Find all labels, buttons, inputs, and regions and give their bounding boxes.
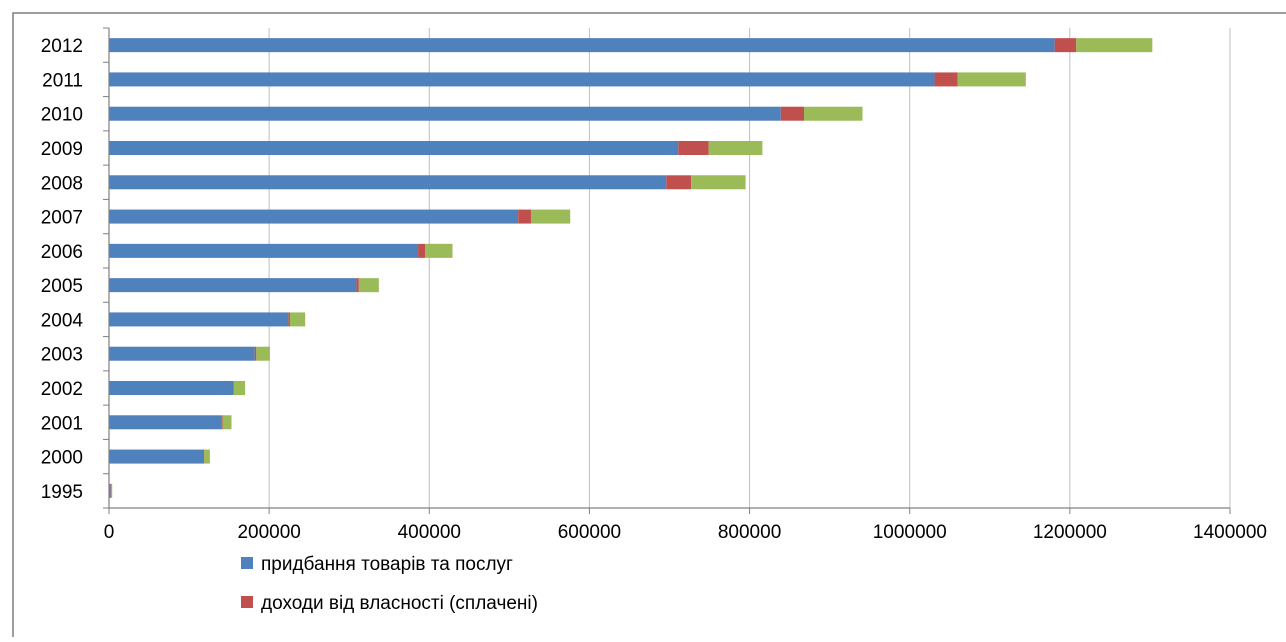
y-tick-label-2001: 2001 — [41, 413, 83, 434]
y-tick-label-2009: 2009 — [41, 139, 83, 160]
bar-segment-2007-s3 — [531, 210, 570, 224]
bar-segment-2003-s3 — [256, 347, 270, 361]
bar-segment-2005-s3 — [359, 278, 379, 292]
bar-segment-2009-s2 — [678, 141, 708, 155]
legend-swatch-2 — [241, 596, 253, 608]
y-tick-label-2006: 2006 — [41, 242, 83, 263]
bar-segment-2011-s2 — [935, 72, 958, 86]
bar-segment-2001-s3 — [223, 415, 232, 429]
x-tick-label: 1000000 — [873, 522, 947, 543]
bar-segment-2000-s1 — [109, 450, 203, 464]
x-tick-label: 400000 — [398, 522, 461, 543]
bar-segment-2001-s1 — [109, 415, 222, 429]
legend-label-1: придбання товарів та послуг — [261, 554, 513, 575]
y-tick-label-2002: 2002 — [41, 379, 83, 400]
bar-segment-2010-s2 — [781, 107, 804, 121]
bar-segment-2005-s2 — [356, 278, 358, 292]
x-tick-label: 200000 — [237, 522, 300, 543]
bar-segment-2009-s3 — [709, 141, 763, 155]
y-tick-label-2010: 2010 — [41, 105, 83, 126]
bar-segment-2000-s2 — [203, 450, 204, 464]
bar-segment-2003-s2 — [255, 347, 257, 361]
bar-segment-2005-s1 — [109, 278, 356, 292]
y-tick-label-2011: 2011 — [42, 70, 83, 91]
bar-segment-2004-s1 — [109, 312, 288, 326]
y-tick-label-2007: 2007 — [41, 208, 83, 229]
bar-segment-2006-s1 — [109, 244, 418, 258]
bar-segment-2008-s2 — [666, 175, 691, 189]
x-tick-label: 0 — [104, 522, 115, 543]
bar-segment-2008-s1 — [109, 175, 666, 189]
x-tick-label: 1200000 — [1033, 522, 1107, 543]
x-tick-label: 800000 — [718, 522, 781, 543]
bar-segment-2004-s3 — [290, 312, 305, 326]
y-tick-label-1995: 1995 — [41, 482, 83, 503]
bar-segment-2000-s3 — [204, 450, 210, 464]
bar-segment-2003-s1 — [109, 347, 255, 361]
bar-segment-2009-s1 — [109, 141, 678, 155]
bar-segment-2001-s2 — [222, 415, 223, 429]
bar-segment-2002-s1 — [109, 381, 233, 395]
bar-segment-2007-s2 — [518, 210, 531, 224]
bar-segment-1995-s3 — [111, 484, 112, 498]
legend-label-2: доходи від власності (сплачені) — [261, 593, 538, 614]
bar-segment-2010-s3 — [804, 107, 862, 121]
y-tick-label-2005: 2005 — [41, 276, 83, 297]
y-tick-label-2004: 2004 — [41, 310, 84, 331]
bar-segment-2002-s3 — [234, 381, 245, 395]
y-tick-label-2000: 2000 — [41, 448, 83, 469]
bar-segment-2012-s1 — [109, 38, 1055, 52]
bar-segment-2010-s1 — [109, 107, 781, 121]
bar-segment-2012-s3 — [1076, 38, 1152, 52]
bar-segment-2011-s1 — [109, 72, 935, 86]
bar-segment-2006-s2 — [418, 244, 425, 258]
x-tick-label: 1400000 — [1193, 522, 1267, 543]
x-tick-label: 600000 — [558, 522, 621, 543]
y-tick-label-2003: 2003 — [41, 345, 83, 366]
bar-segment-2006-s3 — [425, 244, 452, 258]
bar-segment-2008-s3 — [691, 175, 745, 189]
bar-segment-2002-s2 — [233, 381, 234, 395]
bar-segment-2004-s2 — [288, 312, 290, 326]
y-tick-label-2012: 2012 — [41, 36, 83, 57]
bar-segment-2012-s2 — [1055, 38, 1077, 52]
bar-segment-2011-s3 — [958, 72, 1026, 86]
y-tick-label-2008: 2008 — [41, 173, 83, 194]
legend-swatch-1 — [241, 557, 253, 569]
bar-segment-2007-s1 — [109, 210, 518, 224]
